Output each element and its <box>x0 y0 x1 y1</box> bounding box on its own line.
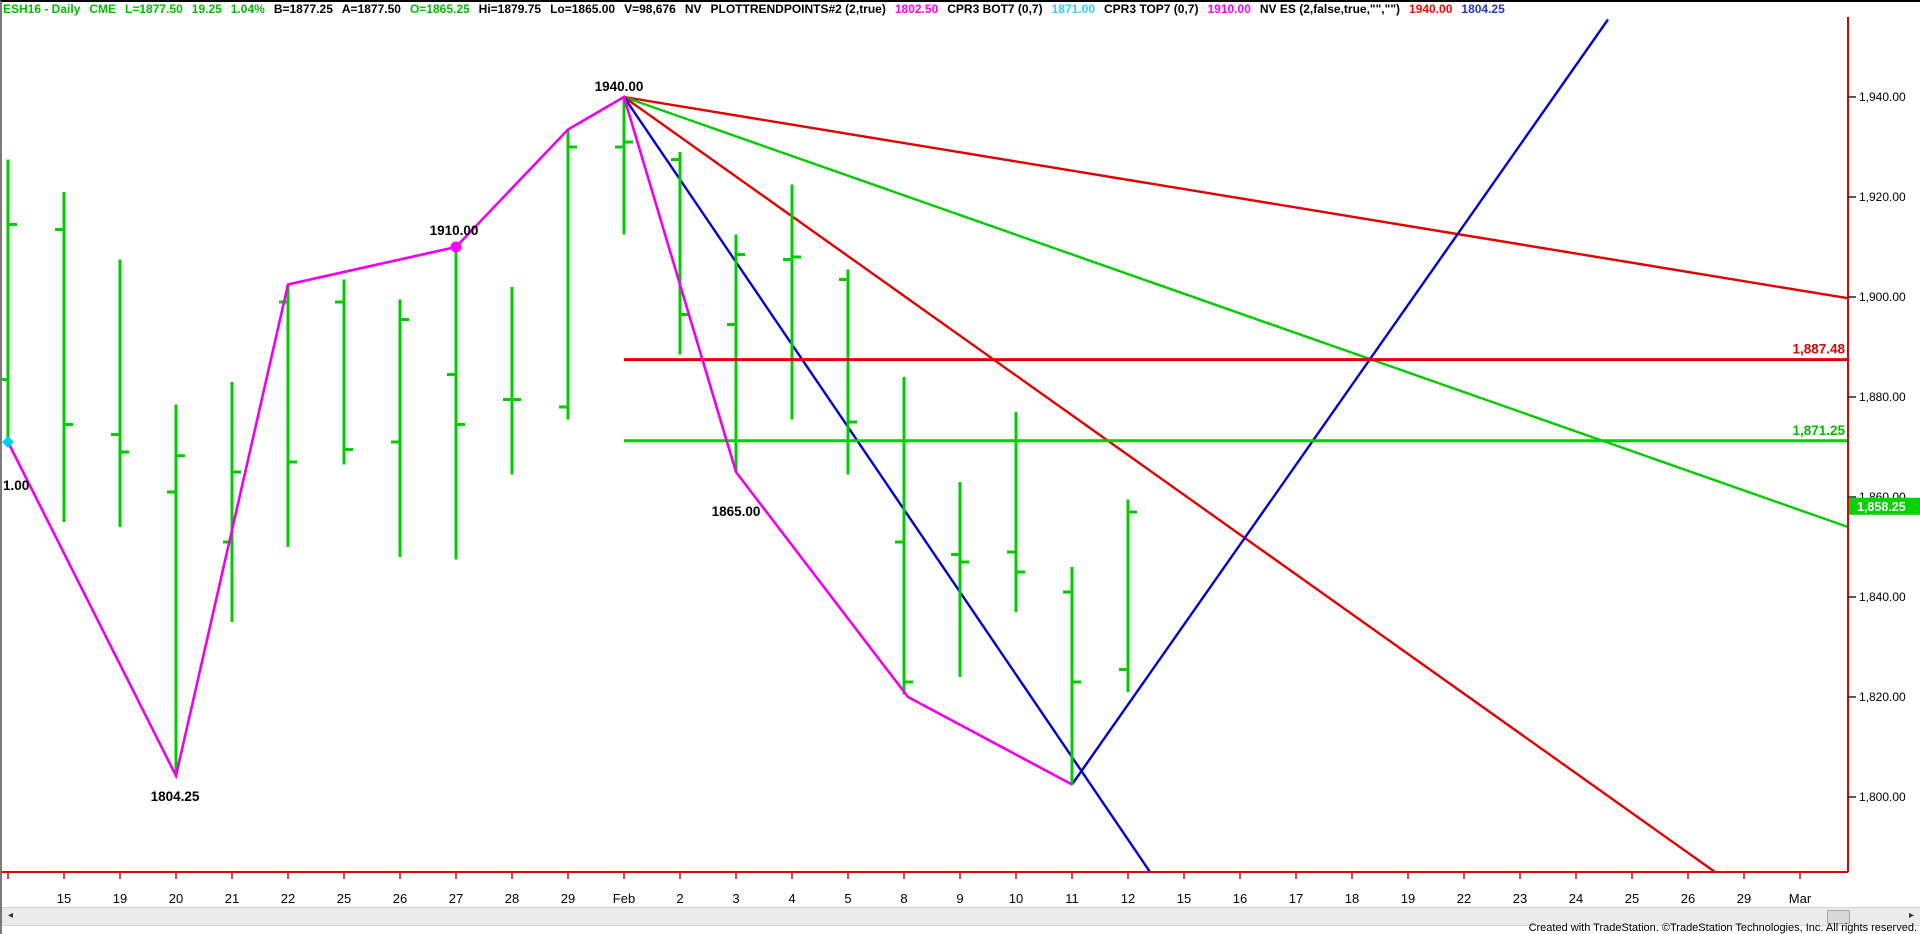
svg-text:2: 2 <box>676 891 683 906</box>
svg-text:23: 23 <box>1513 891 1527 906</box>
scroll-right-arrow-icon[interactable]: ▸ <box>1908 910 1915 921</box>
quote-segment: NV ES (2,false,true,"","") <box>1259 2 1401 16</box>
svg-text:1,840.00: 1,840.00 <box>1859 590 1906 604</box>
svg-text:Mar: Mar <box>1789 891 1812 906</box>
quote-segment: O=1865.25 <box>409 2 470 16</box>
svg-text:1,900.00: 1,900.00 <box>1859 290 1906 304</box>
svg-text:8: 8 <box>900 891 907 906</box>
quote-segment: Lo=1865.00 <box>550 2 616 16</box>
trend-fan-lines <box>623 18 1848 873</box>
scrollbar-thumb[interactable] <box>1827 910 1850 924</box>
price-bars <box>2 97 1137 785</box>
quote-segment: PLOTTRENDPOINTS#2 (2,true) <box>710 2 886 16</box>
svg-text:1.00: 1.00 <box>3 478 29 493</box>
svg-text:22: 22 <box>281 891 295 906</box>
svg-text:17: 17 <box>1289 891 1303 906</box>
horizontal-scrollbar[interactable]: ◂ ▸ <box>2 907 1920 926</box>
scroll-left-arrow-icon[interactable]: ◂ <box>7 910 14 921</box>
svg-text:1,920.00: 1,920.00 <box>1859 190 1906 204</box>
quote-segment: NV <box>684 2 702 16</box>
svg-text:16: 16 <box>1233 891 1247 906</box>
quote-segment: L=1877.50 <box>125 2 183 16</box>
svg-text:11: 11 <box>1065 891 1079 906</box>
quote-segment: CME <box>89 2 117 16</box>
svg-text:29: 29 <box>561 891 575 906</box>
quote-segment: ESH16 - Daily <box>3 2 81 16</box>
svg-text:28: 28 <box>505 891 519 906</box>
swing-zigzag-line <box>2 95 1073 786</box>
quote-segment: 1.04% <box>230 2 265 16</box>
svg-text:1,800.00: 1,800.00 <box>1859 790 1906 804</box>
svg-text:21: 21 <box>225 891 239 906</box>
svg-text:1,887.48: 1,887.48 <box>1792 342 1845 357</box>
svg-text:10: 10 <box>1009 891 1023 906</box>
svg-text:12: 12 <box>1121 891 1135 906</box>
svg-text:26: 26 <box>393 891 407 906</box>
svg-text:20: 20 <box>169 891 183 906</box>
svg-text:26: 26 <box>1681 891 1695 906</box>
svg-text:18: 18 <box>1345 891 1359 906</box>
quote-segment: 1871.00 <box>1051 2 1095 16</box>
svg-text:1940.00: 1940.00 <box>595 79 644 94</box>
quote-segment: 19.25 <box>191 2 222 16</box>
price-axis: 1,940.001,920.001,900.001,880.001,860.00… <box>1847 17 1906 872</box>
svg-text:15: 15 <box>57 891 71 906</box>
quote-segment: 1802.50 <box>894 2 939 16</box>
svg-text:1804.25: 1804.25 <box>151 789 200 804</box>
svg-text:1,940.00: 1,940.00 <box>1859 90 1906 104</box>
date-axis: 15 19 20 21 22 25 26 27 28 29 Feb 2 3 4 5 8 9 10 11 12 15 16 1… <box>2 871 1848 906</box>
svg-text:Feb: Feb <box>613 891 635 906</box>
quote-segment: B=1877.25 <box>273 2 333 16</box>
chart-annotations: 1940.00 1910.00 1865.00 1804.25 1.00 <box>3 79 760 804</box>
quote-segment: 1910.00 <box>1207 2 1251 16</box>
quote-segment: 1804.25 <box>1461 2 1505 16</box>
quote-segment: V=98,676 <box>624 2 676 16</box>
quote-status-bar: ESH16 - Daily CME L=1877.50 19.25 1.04% B=187… <box>3 2 1514 17</box>
svg-text:24: 24 <box>1569 891 1583 906</box>
svg-text:1910.00: 1910.00 <box>430 223 479 238</box>
svg-text:15: 15 <box>1177 891 1191 906</box>
svg-text:19: 19 <box>1401 891 1415 906</box>
quote-segment: CPR3 BOT7 (0,7) <box>947 2 1043 16</box>
svg-text:25: 25 <box>337 891 351 906</box>
svg-text:1,820.00: 1,820.00 <box>1859 690 1906 704</box>
svg-text:5: 5 <box>844 891 851 906</box>
svg-text:9: 9 <box>956 891 963 906</box>
svg-text:1,871.25: 1,871.25 <box>1792 423 1845 438</box>
svg-text:4: 4 <box>788 891 795 906</box>
svg-text:1,880.00: 1,880.00 <box>1859 390 1906 404</box>
svg-text:22: 22 <box>1457 891 1471 906</box>
quote-segment: 1940.00 <box>1409 2 1453 16</box>
svg-text:19: 19 <box>113 891 127 906</box>
tradestation-copyright: Created with TradeStation. ©TradeStation… <box>1528 922 1917 934</box>
svg-text:27: 27 <box>449 891 463 906</box>
svg-text:25: 25 <box>1625 891 1639 906</box>
svg-text:1,858.25: 1,858.25 <box>1857 500 1906 514</box>
current-price-marker: 1,858.25 <box>1849 497 1920 515</box>
svg-text:29: 29 <box>1737 891 1751 906</box>
quote-segment: Hi=1879.75 <box>478 2 542 16</box>
horizontal-pivot-lines: 1,887.48 1,871.25 <box>624 342 1848 443</box>
quote-segment: CPR3 TOP7 (0,7) <box>1104 2 1199 16</box>
quote-segment: A=1877.50 <box>341 2 401 16</box>
svg-text:1865.00: 1865.00 <box>712 504 761 519</box>
svg-text:3: 3 <box>732 891 739 906</box>
